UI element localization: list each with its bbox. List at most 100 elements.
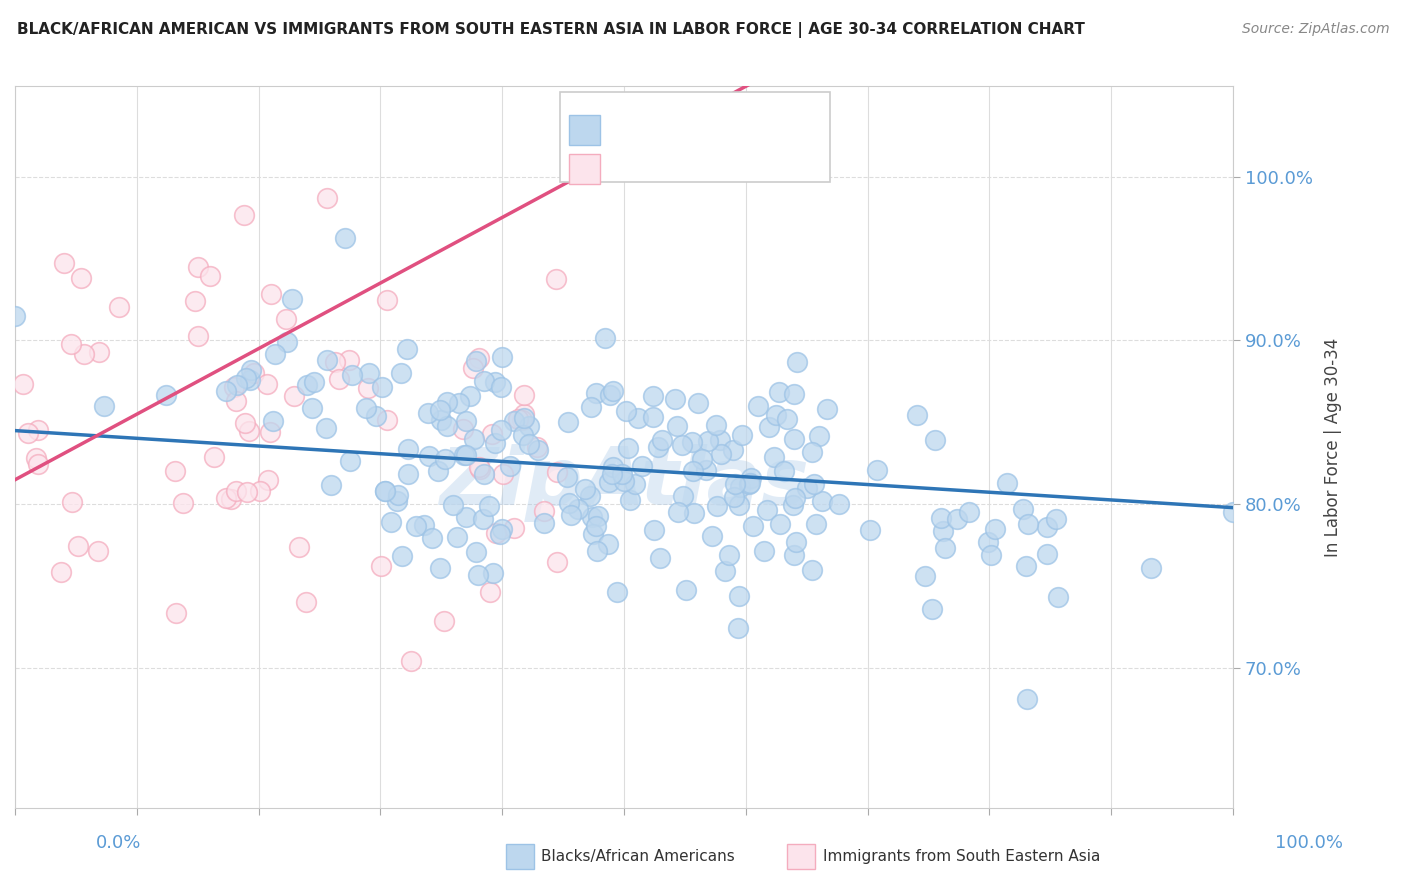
Point [430,413,453,427]
Point [380,515,402,529]
Point [155,388,177,402]
Point [558,496,581,510]
Point [491,351,513,365]
Point [235,371,257,385]
Point [295,595,318,609]
Text: Immigrants from South Eastern Asia: Immigrants from South Eastern Asia [823,849,1099,863]
Point [586,544,609,558]
Point [489,380,512,394]
Point [446,530,468,544]
Point [398,442,420,456]
Point [202,450,225,464]
Point [11,377,34,392]
Point [957,505,980,519]
Point [337,352,360,367]
Point [468,460,491,475]
Point [249,484,271,499]
Point [526,440,548,454]
Point [557,415,579,429]
Point [924,434,946,448]
Point [647,440,669,454]
Point [710,447,733,461]
Point [574,482,596,496]
Point [641,410,664,425]
Point [1222,505,1244,519]
Point [323,355,346,369]
Point [183,293,205,308]
Text: Source: ZipAtlas.com: Source: ZipAtlas.com [1241,22,1389,37]
Point [800,445,823,459]
Point [187,328,209,343]
Point [276,334,298,349]
Point [714,564,737,578]
Point [238,424,260,438]
Point [728,589,751,603]
Point [738,476,761,491]
Point [1036,547,1059,561]
Point [219,491,242,506]
Point [260,287,283,301]
Point [598,475,620,489]
Point [491,522,513,536]
Point [593,331,616,345]
Point [675,582,697,597]
Point [934,541,956,556]
Point [93,399,115,413]
Point [165,607,187,621]
Point [429,403,451,417]
Point [436,395,458,409]
Point [567,501,589,516]
Point [785,534,807,549]
Point [983,522,1005,536]
Point [503,521,526,535]
Point [613,475,636,489]
Point [165,464,187,478]
Point [585,519,607,533]
Point [53,256,76,270]
Point [259,425,281,440]
Point [782,498,804,512]
Text: R =: R = [609,121,645,139]
Point [976,535,998,549]
Point [704,418,727,433]
Point [492,467,515,482]
Point [602,459,624,474]
Point [581,510,603,524]
Point [389,366,412,380]
Point [727,498,749,512]
Point [1011,501,1033,516]
Point [283,389,305,403]
Point [546,272,568,286]
Point [465,354,488,368]
Point [463,361,485,376]
Point [288,541,311,555]
Point [617,442,640,456]
Point [526,442,548,457]
Point [765,408,787,422]
Point [804,517,827,532]
Point [728,480,751,494]
Point [513,410,536,425]
Point [467,567,489,582]
Point [315,421,337,435]
Point [478,500,501,514]
Point [512,408,534,422]
Point [681,435,703,450]
Point [738,477,761,491]
Point [905,408,928,422]
Point [420,531,443,545]
Point [276,311,298,326]
Point [357,367,380,381]
Point [643,389,665,403]
Point [357,381,380,395]
Point [436,419,458,434]
Point [724,477,747,491]
Point [256,377,278,392]
Point [706,500,728,514]
Point [281,292,304,306]
Text: 100.0%: 100.0% [1275,834,1343,852]
Point [1017,692,1039,706]
Point [418,449,440,463]
Point [387,488,409,502]
Point [257,473,280,487]
